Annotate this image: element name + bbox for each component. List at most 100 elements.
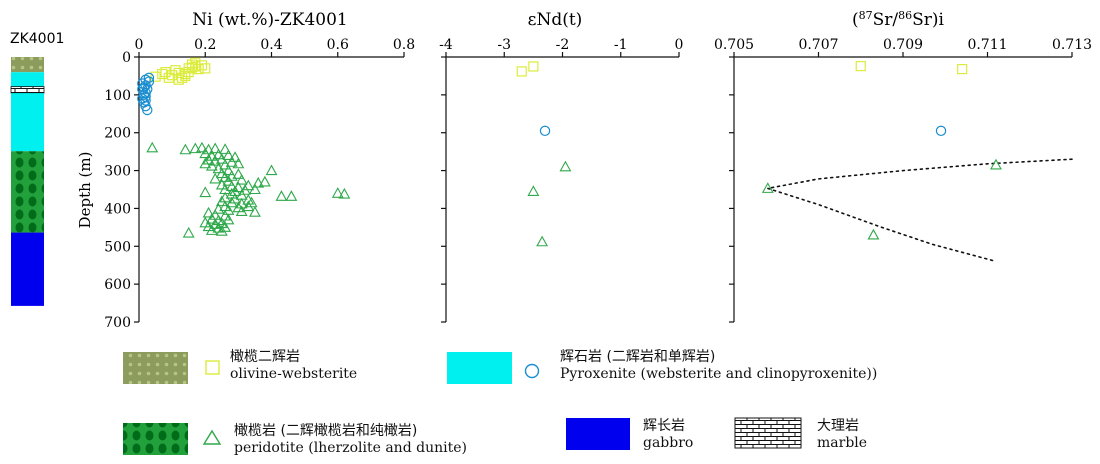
data-point-olivine-websterite: [193, 64, 204, 75]
data-point-peridotite: [222, 213, 235, 225]
data-point-peridotite: [212, 162, 225, 174]
column-label: ZK4001: [10, 31, 64, 47]
data-point-peridotite: [222, 175, 235, 186]
data-point-peridotite: [222, 149, 235, 160]
x-tick-label: 0: [135, 37, 144, 53]
data-point-peridotite: [242, 179, 255, 191]
data-point-peridotite: [285, 190, 298, 201]
data-point-peridotite: [179, 143, 192, 155]
x-tick-label: 0.4: [260, 37, 282, 53]
y-tick-label: 300: [104, 164, 131, 180]
data-point-peridotite: [536, 235, 549, 247]
data-point-olivine-websterite: [196, 60, 208, 71]
legend: [123, 352, 802, 455]
sr-isotope-depth-panel: (87Sr/86Sr)i 0.705 0.707 0.709 0.711 0.713: [714, 9, 1092, 323]
y-tick-label: 600: [104, 277, 131, 293]
x-tick-label: 0.8: [393, 37, 415, 53]
data-point-pyroxenite: [935, 125, 947, 137]
data-point-peridotite: [867, 228, 880, 240]
y-tick-label: 700: [104, 315, 131, 331]
legend-entry-marble: 大理岩 marble: [817, 418, 867, 452]
ni-panel-title: Ni (wt.%)-ZK4001: [192, 10, 347, 30]
ni-depth-panel: Ni (wt.%)-ZK4001 Depth (m) 0 0.2 0.4 0.6 0.8…: [76, 10, 415, 331]
legend-entry-pyroxenite: 辉石岩 (二辉岩和单辉岩) Pyroxenite (websterite and…: [560, 349, 877, 383]
legend-label-en: peridotite (lherzolite and dunite): [234, 440, 467, 456]
column-interval-pyroxenite: [11, 72, 44, 87]
legend-entry-gabbro: 辉长岩 gabbro: [643, 418, 693, 452]
column-interval-marble: [10, 86, 45, 94]
data-point-peridotite: [199, 186, 212, 198]
end-panel-title: εNd(t): [528, 10, 583, 30]
legend-label-zh: 辉长岩: [643, 418, 685, 434]
y-tick-label: 500: [104, 239, 131, 255]
legend-marker-circle: [524, 363, 540, 379]
data-point-peridotite: [265, 164, 278, 176]
data-point-peridotite: [252, 176, 265, 188]
legend-label-en: marble: [817, 435, 868, 451]
x-tick-label: -2: [556, 37, 570, 53]
data-point-olivine-websterite: [183, 63, 194, 74]
x-tick-label: 0.709: [883, 37, 923, 53]
legend-entry-olivine-websterite: 橄榄二辉岩 olivine-websterite: [230, 349, 357, 383]
data-point-olivine-websterite: [173, 74, 184, 85]
data-point-peridotite: [215, 178, 228, 190]
end-depth-panel: εNd(t) -4 -3 -2 -1 0: [439, 10, 683, 323]
legend-swatch-pyroxenite: [447, 352, 512, 384]
data-point-peridotite: [990, 158, 1002, 170]
legend-label-zh: 橄榄岩 (二辉橄榄岩和纯橄岩): [234, 423, 418, 439]
data-point-peridotite: [215, 153, 228, 164]
data-point-peridotite: [225, 180, 238, 192]
lithology-column: [10, 57, 45, 306]
data-point-olivine-websterite: [200, 63, 211, 74]
data-point-peridotite: [199, 157, 212, 169]
legend-label-zh: 橄榄二辉岩: [230, 349, 300, 365]
x-tick-label: 0.6: [327, 37, 349, 53]
data-point-peridotite: [212, 203, 225, 214]
data-point-peridotite: [249, 183, 261, 195]
data-point-peridotite: [209, 142, 222, 154]
data-point-olivine-websterite: [160, 67, 171, 78]
x-tick-label: 0.705: [714, 37, 754, 53]
data-point-pyroxenite: [143, 72, 155, 84]
legend-swatch-peridotite: [123, 423, 188, 455]
data-point-peridotite: [275, 190, 288, 201]
x-tick-label: -4: [439, 37, 453, 53]
data-point-peridotite: [527, 185, 540, 196]
data-point-olivine-websterite: [176, 72, 188, 83]
column-interval-olivine-websterite: [11, 57, 44, 73]
data-point-pyroxenite: [539, 125, 551, 137]
data-point-olivine-websterite: [163, 72, 174, 83]
legend-entry-peridotite: 橄榄岩 (二辉橄榄岩和纯橄岩) peridotite (lherzolite a…: [234, 423, 467, 457]
column-interval-peridotite: [11, 151, 44, 233]
data-point-olivine-websterite: [516, 66, 527, 77]
legend-label-en: Pyroxenite (websterite and clinopyroxeni…: [560, 366, 878, 382]
data-point-olivine-websterite: [190, 57, 201, 68]
y-tick-label: 400: [104, 201, 131, 217]
y-tick-label: 100: [104, 88, 131, 104]
data-point-peridotite: [239, 184, 251, 195]
data-point-peridotite: [219, 143, 232, 154]
data-point-peridotite: [182, 226, 195, 238]
data-point-olivine-websterite: [180, 68, 191, 80]
x-tick-label: 0.711: [967, 37, 1007, 53]
legend-swatch-olivine-websterite: [123, 352, 188, 384]
column-interval-gabbro: [11, 232, 44, 306]
x-tick-label: 0.707: [798, 37, 838, 53]
trend-curve: [767, 158, 1073, 263]
data-point-peridotite: [331, 187, 344, 198]
legend-label-zh: 大理岩: [817, 418, 859, 434]
data-point-olivine-websterite: [157, 68, 168, 80]
data-point-peridotite: [338, 187, 351, 199]
data-point-peridotite: [761, 182, 774, 193]
data-point-peridotite: [212, 148, 225, 160]
depth-axis-label: Depth (m): [76, 152, 94, 229]
data-point-peridotite: [205, 212, 218, 224]
data-point-peridotite: [196, 141, 208, 153]
sr-panel-title: (87Sr/86Sr)i: [852, 9, 945, 30]
data-point-peridotite: [215, 195, 228, 207]
x-tick-label: 0.713: [1052, 37, 1092, 53]
data-point-peridotite: [225, 196, 238, 208]
data-point-peridotite: [249, 206, 261, 217]
legend-label-en: gabbro: [643, 435, 694, 451]
legend-marker-square: [205, 360, 220, 375]
